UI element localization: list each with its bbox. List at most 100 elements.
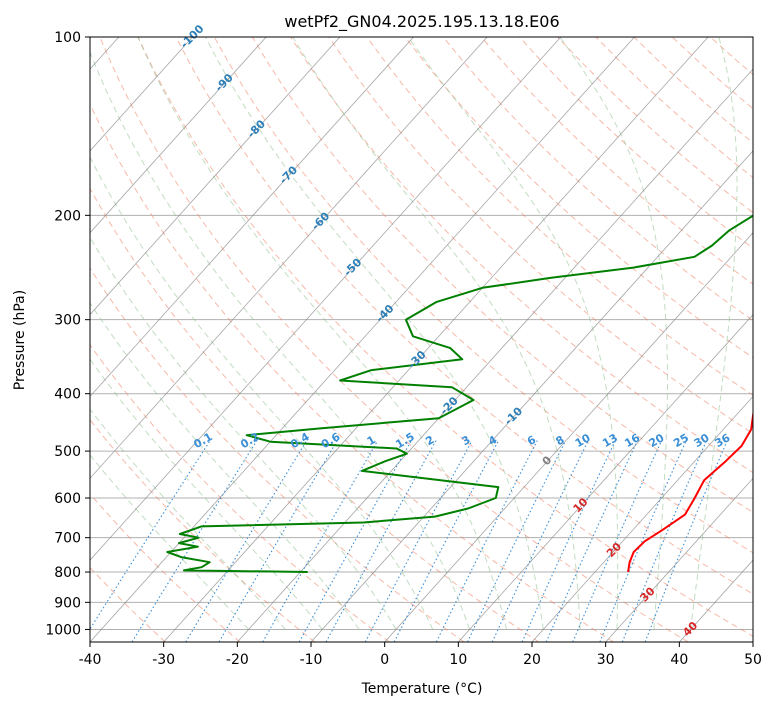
mixing-ratio-label: 0.1 [191, 430, 214, 451]
x-axis: -40 -30 -20 -10 0 10 20 30 40 50 [79, 642, 762, 668]
mixing-ratio-label: 6 [525, 433, 538, 448]
isotherm-line [163, 37, 709, 642]
y-tick-label: 500 [54, 444, 81, 460]
y-tick-label: 900 [54, 595, 81, 611]
y-tick-label: 200 [54, 208, 81, 224]
dry-adiabat-line [709, 37, 753, 76]
mixing-ratio-line [325, 440, 437, 642]
mixing-ratio-line [621, 440, 708, 642]
x-tick-label: -30 [152, 652, 175, 668]
moist-adiabat-line [90, 358, 323, 630]
y-tick-label: 1000 [45, 622, 81, 638]
dry-adiabat-line [213, 37, 753, 554]
mixing-ratio-line [218, 440, 338, 642]
dry-adiabat-line [99, 37, 689, 642]
mixing-ratio-line [572, 440, 663, 642]
dry-adiabat-line [90, 566, 166, 642]
y-tick-label: 700 [54, 531, 81, 547]
mixing-ratio-line [521, 440, 616, 642]
grid-lines [90, 37, 753, 642]
series-layer [166, 214, 753, 573]
dry-adiabat-line [442, 37, 753, 322]
mixing-ratio-line [467, 440, 567, 642]
dry-adiabat-line [90, 267, 465, 642]
moist-adiabat-line [205, 37, 544, 630]
dry-adiabat-line [519, 37, 753, 249]
mixing-ratio-line [393, 440, 500, 642]
x-tick-label: 50 [744, 652, 762, 668]
dry-adiabat-line [90, 344, 390, 642]
x-tick-label: -10 [300, 652, 323, 668]
y-tick-label: 600 [54, 491, 81, 507]
isotherm-line [90, 37, 267, 234]
isotherm-line [752, 641, 753, 642]
line-labels: -100-90-80-70-60-50-40-30-20 -10010203040… [178, 22, 733, 639]
x-tick-label: -40 [79, 652, 102, 668]
moist-adiabat-line [90, 236, 397, 630]
mixing-ratio-line [435, 440, 538, 642]
mixing-ratio-label: 3 [460, 433, 473, 448]
isotherm-line [90, 37, 488, 479]
x-tick-label: 30 [597, 652, 615, 668]
x-axis-title: Temperature (°C) [361, 681, 483, 697]
y-tick-label: 400 [54, 387, 81, 403]
isotherm-line [90, 37, 562, 561]
moist-adiabat-line [137, 37, 507, 630]
y-tick-label: 800 [54, 565, 81, 581]
x-tick-label: 10 [449, 652, 467, 668]
isotherm-line [90, 37, 341, 316]
dry-adiabat-line [90, 418, 316, 642]
moist-adiabat-line [90, 454, 249, 630]
isotherm-line [384, 232, 753, 642]
isotherm-line [310, 150, 753, 642]
mixing-ratio-label: 2 [423, 433, 436, 448]
y-axis-title: Pressure (hPa) [12, 290, 28, 390]
mixing-ratio-label: 36 [713, 431, 733, 450]
isotherm-line [90, 37, 635, 642]
mixing-ratio-line [131, 440, 258, 642]
dry-adiabat-line [366, 37, 753, 396]
dry-adiabat-line [595, 37, 753, 179]
plot-frame [89, 36, 754, 643]
x-tick-label: 20 [523, 652, 541, 668]
dry-adiabat-line [90, 187, 540, 642]
mixing-ratio-line [90, 440, 211, 630]
isotherm-line [531, 395, 753, 642]
moist-adiabat-line [90, 408, 286, 630]
chart-title: wetPf2_GN04.2025.195.13.18.E06 [284, 12, 559, 32]
x-tick-label: -20 [226, 652, 249, 668]
moist-adiabat-line [559, 37, 668, 630]
mixing-ratio-label: 16 [622, 431, 642, 450]
mixing-ratio-label: 13 [600, 431, 620, 450]
dry-adiabat-line [137, 37, 753, 637]
isotherm-line [90, 37, 193, 152]
mixing-ratio-label: 20 [647, 431, 667, 450]
isotherm-line [605, 477, 753, 642]
moist-adiabat-line [292, 37, 581, 630]
dry-adiabat-line [404, 37, 753, 359]
isotherm-line [90, 37, 414, 398]
dry-adiabat-line [633, 37, 753, 144]
moist-adiabat-line [90, 302, 360, 630]
series-line-1 [166, 214, 753, 573]
dry-adiabat-line [290, 37, 753, 474]
y-axis: 100 200 300 400 500 600 700 800 900 1000 [45, 30, 90, 638]
dry-adiabat-line [175, 37, 753, 595]
dry-adiabat-line [748, 37, 753, 42]
mixing-ratio-line [298, 440, 412, 642]
mixing-ratio-label: 0.6 [319, 430, 343, 451]
moist-adiabat-line [690, 37, 738, 630]
mixing-ratio-line [545, 440, 638, 642]
mixing-ratio-line [599, 440, 687, 642]
dry-adiabat-line [90, 103, 614, 642]
y-tick-label: 300 [54, 313, 81, 329]
isotherm-line [237, 68, 753, 642]
moist-adiabat-line [90, 50, 471, 630]
dry-adiabat-line [251, 37, 753, 513]
mixing-ratio-line [491, 440, 589, 642]
y-tick-label: 100 [54, 30, 81, 46]
mixing-ratio-line [185, 440, 308, 642]
isotherm-line [458, 313, 753, 642]
dry-adiabat-line [328, 37, 753, 435]
